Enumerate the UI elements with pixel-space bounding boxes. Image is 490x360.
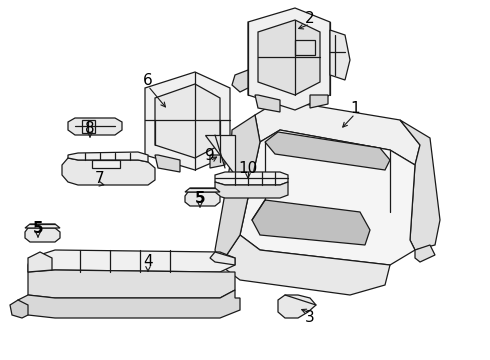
- Text: 7: 7: [95, 171, 105, 185]
- Polygon shape: [210, 155, 225, 168]
- Text: 8: 8: [85, 121, 95, 135]
- Polygon shape: [28, 250, 235, 272]
- Polygon shape: [278, 295, 316, 318]
- Polygon shape: [220, 235, 390, 295]
- Polygon shape: [248, 8, 330, 110]
- Polygon shape: [330, 30, 350, 80]
- Polygon shape: [145, 72, 230, 170]
- Polygon shape: [68, 118, 122, 135]
- Polygon shape: [205, 135, 235, 175]
- Text: 5: 5: [33, 220, 43, 235]
- Text: 9: 9: [205, 148, 215, 162]
- Polygon shape: [310, 95, 328, 108]
- Polygon shape: [255, 95, 280, 112]
- Polygon shape: [25, 228, 60, 242]
- Polygon shape: [210, 252, 235, 265]
- Polygon shape: [10, 300, 28, 318]
- Polygon shape: [28, 252, 52, 272]
- Text: 2: 2: [305, 10, 315, 26]
- Polygon shape: [155, 84, 220, 158]
- Polygon shape: [265, 132, 390, 170]
- Polygon shape: [252, 200, 370, 245]
- Polygon shape: [258, 20, 320, 95]
- Polygon shape: [28, 270, 235, 298]
- Polygon shape: [215, 172, 288, 185]
- Text: 1: 1: [350, 100, 360, 116]
- Text: 10: 10: [238, 161, 258, 176]
- Polygon shape: [232, 70, 248, 92]
- Polygon shape: [25, 224, 60, 228]
- Polygon shape: [155, 155, 180, 172]
- Polygon shape: [68, 152, 148, 162]
- Polygon shape: [415, 245, 435, 262]
- Polygon shape: [92, 160, 120, 168]
- Polygon shape: [215, 182, 288, 198]
- Polygon shape: [18, 290, 240, 318]
- Polygon shape: [185, 192, 220, 206]
- Polygon shape: [240, 130, 415, 265]
- Text: 3: 3: [305, 310, 315, 325]
- Text: 5: 5: [195, 190, 205, 206]
- Polygon shape: [255, 100, 420, 165]
- Polygon shape: [400, 120, 440, 250]
- Text: 4: 4: [143, 255, 153, 270]
- Polygon shape: [215, 115, 260, 265]
- Polygon shape: [185, 188, 220, 192]
- Polygon shape: [62, 158, 155, 185]
- Text: 6: 6: [143, 72, 153, 87]
